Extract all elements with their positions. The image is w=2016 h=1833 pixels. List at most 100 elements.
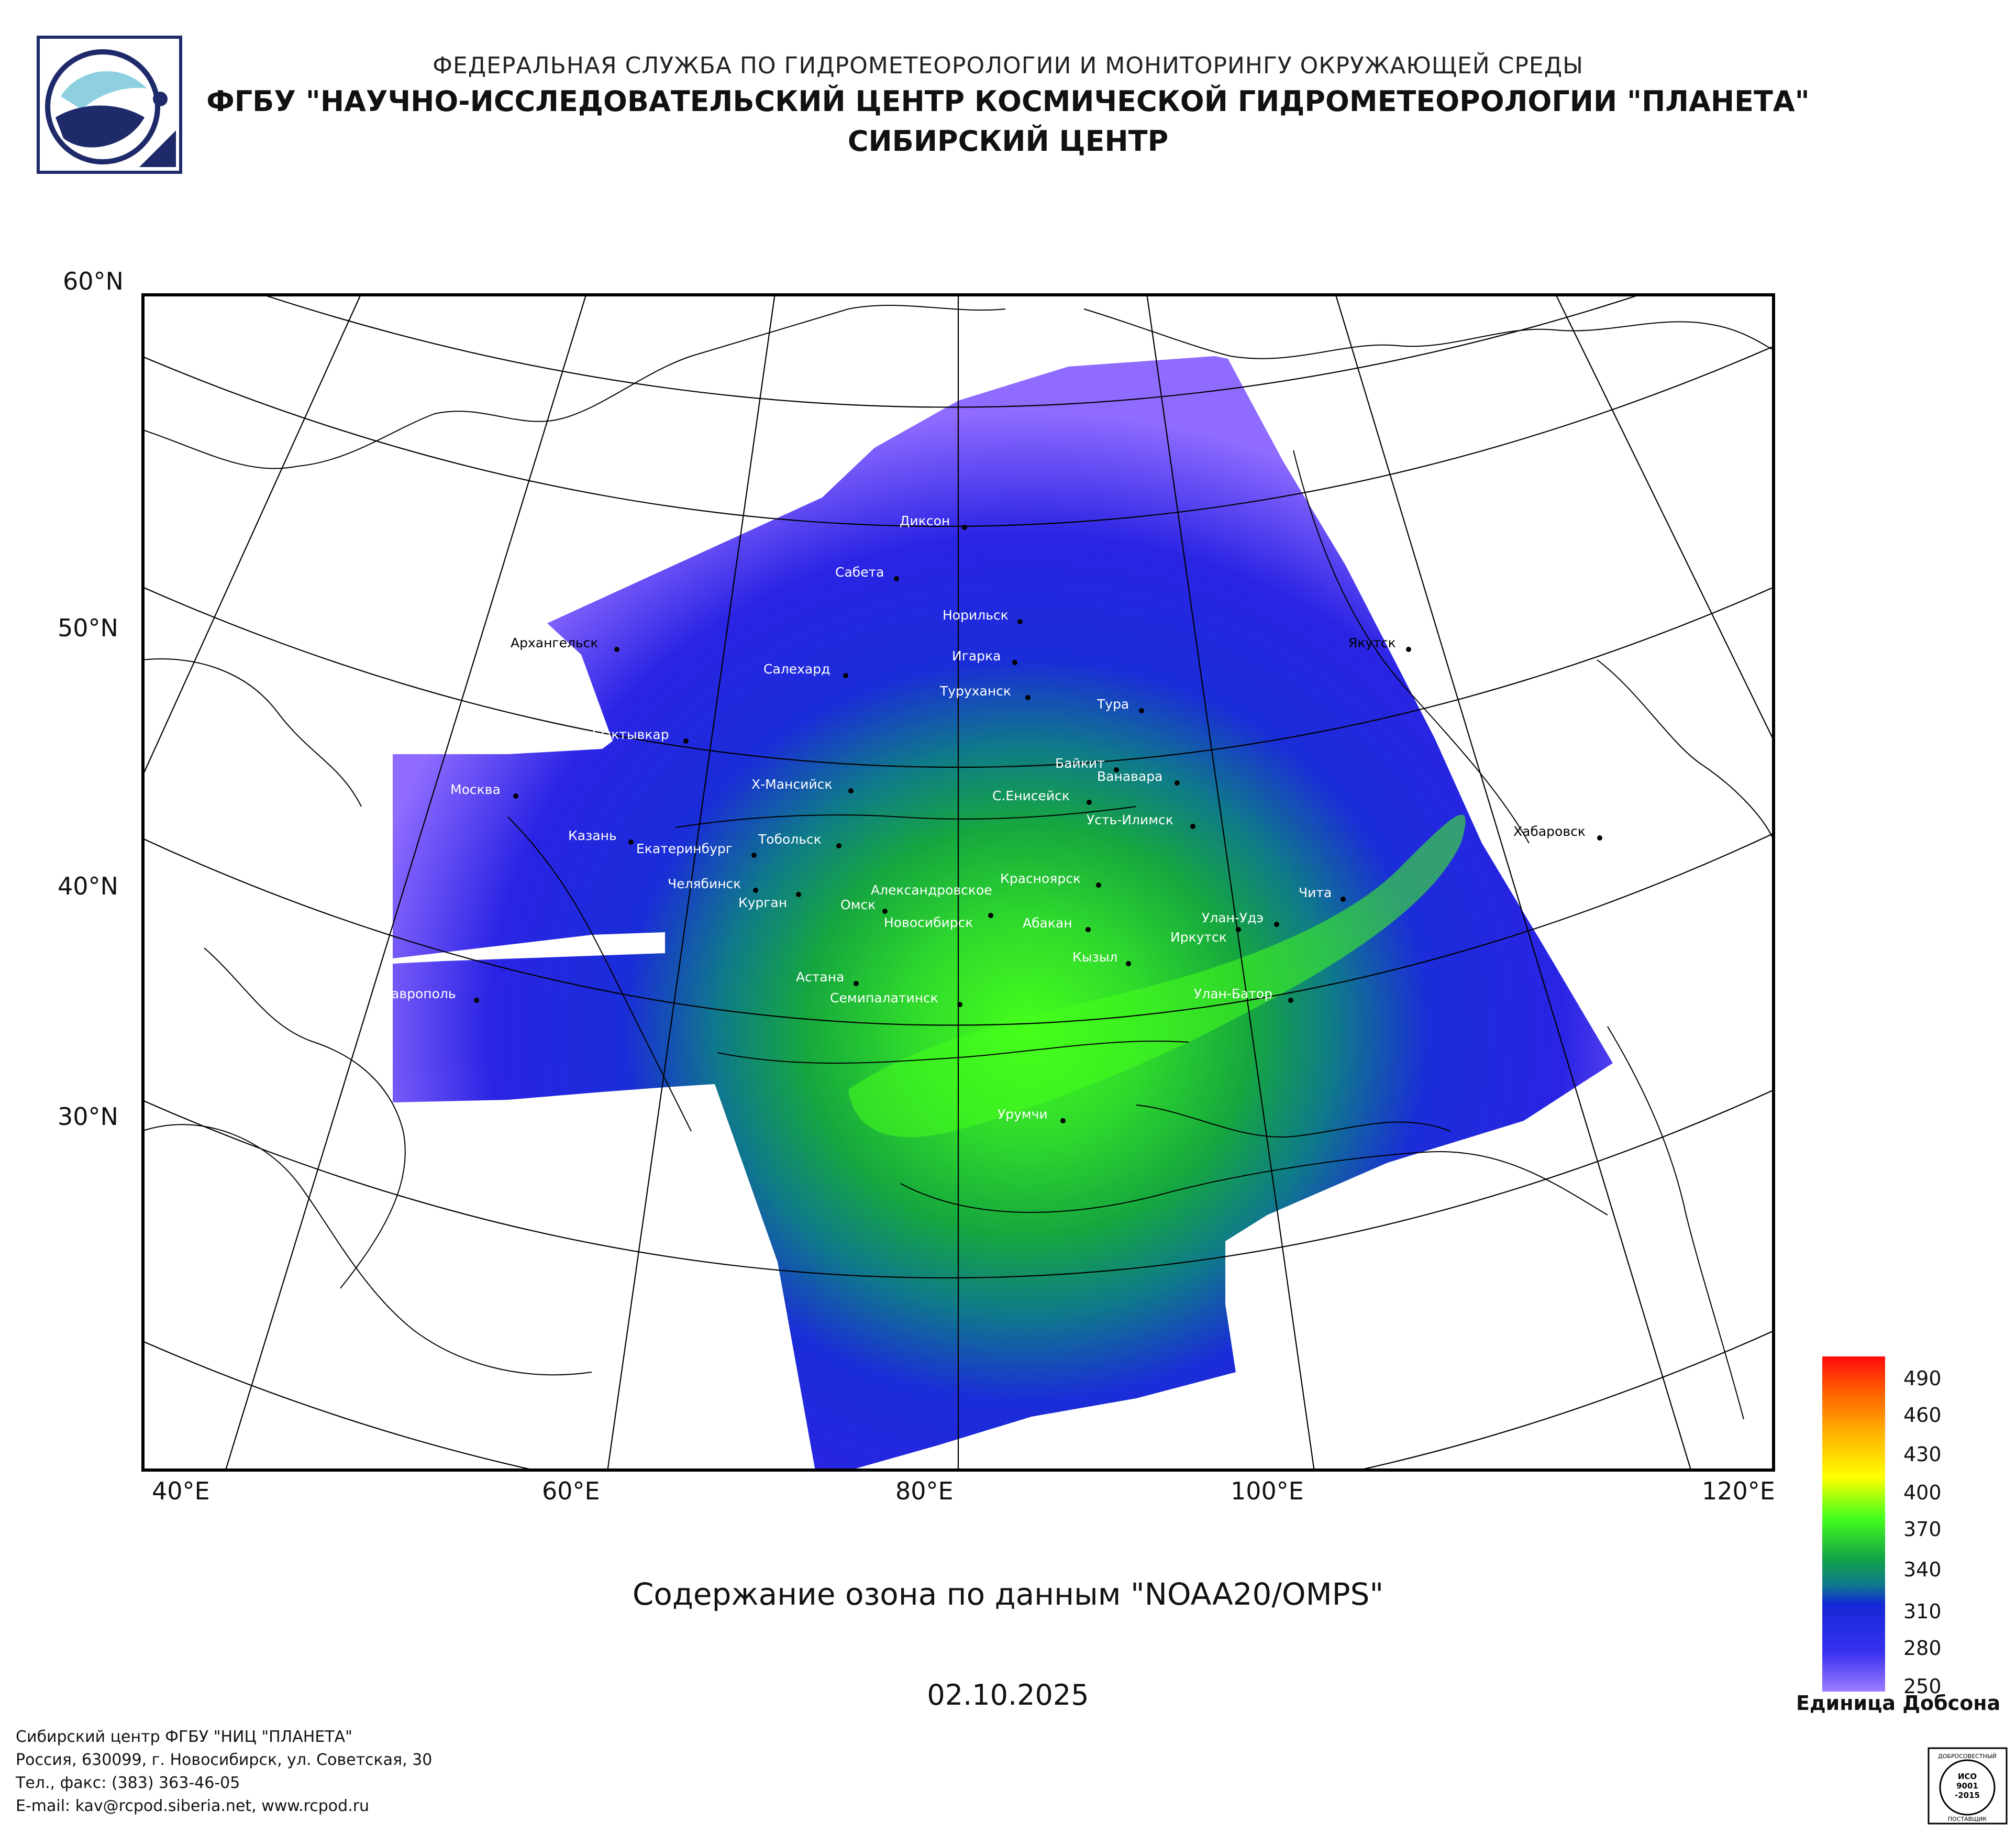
svg-text:ПОСТАВЩИК: ПОСТАВЩИК	[1948, 1816, 1987, 1823]
city-turukhansk: Туруханск	[939, 683, 1031, 700]
chart-title: Содержание озона по данным "NOAA20/OMPS"	[632, 1576, 1384, 1612]
svg-text:Туруханск: Туруханск	[939, 683, 1011, 699]
ozone-swath	[393, 356, 1613, 1472]
svg-text:Александровское: Александровское	[871, 882, 992, 898]
ozone-core	[848, 814, 1466, 1138]
graticule	[141, 293, 1775, 1472]
svg-text:Норильск: Норильск	[943, 608, 1009, 623]
svg-text:Х-Мансийск: Х-Мансийск	[751, 777, 832, 792]
city-khabarovsk: Хабаровск	[1513, 824, 1602, 841]
city-ulan-bator: Улан-Батор	[1194, 986, 1293, 1003]
city-kazan: Казань	[568, 828, 634, 845]
city-ekaterinburg: Екатеринбург	[636, 841, 757, 858]
city-ulan-ude: Улан-Удэ	[1202, 910, 1279, 927]
svg-text:-2015: -2015	[1955, 1791, 1980, 1800]
city-s-eniseysk: С.Енисейск	[992, 788, 1092, 805]
svg-text:С.Енисейск: С.Енисейск	[992, 788, 1070, 803]
svg-text:Хабаровск: Хабаровск	[1513, 824, 1586, 839]
svg-text:Ставрополь: Ставрополь	[374, 986, 456, 1001]
city-vanavara: Ванавара	[1097, 769, 1180, 786]
lat-label-40: 40°N	[58, 872, 118, 900]
iso-cert-badge: ДОБРОСОВЕСТНЫЙ ИСО 9001 -2015 ПОСТАВЩИК	[1928, 1747, 2008, 1825]
colorbar-tick: 400	[1903, 1481, 1942, 1504]
city-moskva: Москва	[450, 782, 518, 799]
lat-label-60: 60°N	[63, 267, 124, 295]
city-krasnoyarsk: Красноярск	[1000, 871, 1101, 888]
lon-label-60: 60°E	[542, 1477, 600, 1505]
colorbar-tick: 310	[1903, 1600, 1942, 1623]
lon-label-120: 120°E	[1702, 1477, 1775, 1505]
svg-text:Москва: Москва	[450, 782, 501, 797]
city-markers: Диксон Сабета Норильск Игарка Салехард Т…	[374, 513, 1602, 1123]
svg-text:Сыктывкар: Сыктывкар	[592, 727, 669, 742]
svg-text:Кызыл: Кызыл	[1072, 949, 1118, 965]
svg-text:Салехард: Салехард	[763, 661, 830, 677]
chart-date: 02.10.2025	[927, 1679, 1089, 1711]
footer-email: E-mail: kav@rcpod.siberia.net, www.rcpod…	[16, 1797, 370, 1815]
svg-text:Игарка: Игарка	[952, 648, 1001, 664]
city-irkutsk: Иркутск	[1170, 927, 1241, 945]
colorbar-tick: 490	[1903, 1367, 1942, 1390]
map-frame	[141, 293, 1775, 1472]
header-institute: ФГБУ "НАУЧНО-ИССЛЕДОВАТЕЛЬСКИЙ ЦЕНТР КОС…	[206, 85, 1810, 118]
footer-address: Россия, 630099, г. Новосибирск, ул. Сове…	[16, 1751, 433, 1769]
svg-text:Урумчи: Урумчи	[998, 1107, 1048, 1122]
city-ust-ilimsk: Усть-Илимск	[1087, 812, 1195, 829]
colorbar-tick: 280	[1903, 1637, 1942, 1660]
svg-text:Иркутск: Иркутск	[1170, 930, 1227, 945]
lat-label-30: 30°N	[58, 1102, 118, 1131]
city-dikson: Диксон	[900, 513, 967, 530]
svg-text:Тобольск: Тобольск	[758, 832, 822, 847]
city-chelyabinsk: Челябинск	[668, 876, 758, 893]
svg-text:Байкит: Байкит	[1055, 756, 1105, 771]
svg-text:Семипалатинск: Семипалатинск	[830, 990, 938, 1006]
lon-label-80: 80°E	[895, 1477, 954, 1505]
city-khmansiysk: Х-Мансийск	[751, 777, 854, 793]
footer-org: Сибирский центр ФГБУ "НИЦ "ПЛАНЕТА"	[16, 1728, 352, 1746]
svg-text:Чита: Чита	[1299, 885, 1332, 900]
svg-text:Челябинск: Челябинск	[668, 876, 741, 891]
city-semipalatinsk: Семипалатинск	[830, 990, 962, 1007]
planeta-logo	[37, 36, 182, 174]
svg-text:Екатеринбург: Екатеринбург	[636, 841, 733, 856]
city-stavropol: Ставрополь	[374, 986, 479, 1003]
svg-text:Курган: Курган	[738, 895, 787, 910]
svg-text:Абакан: Абакан	[1023, 915, 1072, 931]
ozone-colorbar	[1822, 1356, 1885, 1692]
city-tura: Тура	[1096, 697, 1144, 713]
svg-text:Красноярск: Красноярск	[1000, 871, 1081, 886]
city-salekhard: Салехард	[763, 661, 848, 678]
city-syktyvkar: Сыктывкар	[592, 727, 689, 744]
header-center: СИБИРСКИЙ ЦЕНТР	[847, 125, 1169, 158]
city-aleksandrovskoe: Александровское	[871, 882, 992, 898]
city-yakutsk: Якутск	[1348, 635, 1411, 652]
lon-label-40: 40°E	[152, 1477, 210, 1505]
svg-text:Казань: Казань	[568, 828, 617, 843]
svg-text:Архангельск: Архангельск	[511, 635, 599, 650]
city-tobolsk: Тобольск	[758, 832, 841, 848]
svg-text:ИСО: ИСО	[1958, 1772, 1977, 1781]
svg-text:Диксон: Диксон	[900, 513, 950, 528]
lat-label-50: 50°N	[58, 614, 118, 642]
colorbar-tick: 250	[1903, 1675, 1942, 1698]
svg-text:Омск: Омск	[840, 897, 876, 912]
city-baykit: Байкит	[1055, 756, 1119, 772]
svg-text:Улан-Удэ: Улан-Удэ	[1202, 910, 1264, 925]
city-arkhangelsk: Архангельск	[511, 635, 619, 652]
city-norilsk: Норильск	[943, 608, 1023, 624]
svg-text:Улан-Батор: Улан-Батор	[1194, 986, 1272, 1001]
coastlines	[141, 304, 1775, 1420]
lon-label-100: 100°E	[1231, 1477, 1304, 1505]
colorbar-unit: Единица Добсона	[1796, 1692, 2001, 1715]
city-kurgan: Курган	[738, 892, 801, 910]
svg-text:Тура: Тура	[1096, 697, 1129, 712]
city-omsk: Омск	[840, 897, 888, 914]
svg-text:Якутск: Якутск	[1348, 635, 1396, 650]
colorbar-tick: 460	[1903, 1404, 1942, 1427]
colorbar-tick: 370	[1903, 1518, 1942, 1541]
city-novosibirsk: Новосибирск	[884, 913, 993, 930]
svg-text:9001: 9001	[1956, 1781, 1978, 1791]
svg-text:Астана: Астана	[796, 969, 844, 985]
ozone-map: Диксон Сабета Норильск Игарка Салехард Т…	[141, 293, 1775, 1472]
svg-text:ДОБРОСОВЕСТНЫЙ: ДОБРОСОВЕСТНЫЙ	[1938, 1753, 1997, 1760]
